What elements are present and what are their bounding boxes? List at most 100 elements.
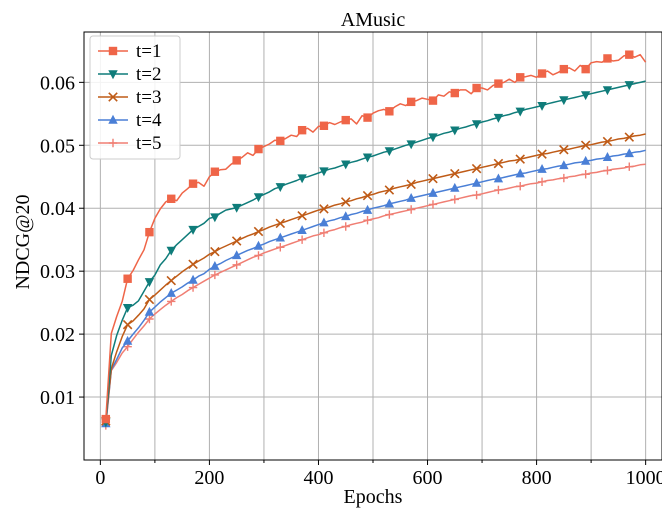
data-point: [581, 64, 590, 74]
data-point: [537, 101, 547, 111]
data-point: [341, 211, 351, 221]
x-tick-label: 200: [194, 467, 224, 489]
data-point: [450, 168, 460, 179]
data-point: [340, 197, 351, 207]
data-point: [537, 177, 547, 186]
data-point: [580, 155, 591, 165]
data-point: [188, 283, 198, 292]
data-point: [297, 211, 307, 221]
data-point: [515, 154, 525, 164]
data-point: [450, 195, 459, 204]
data-point: [406, 179, 416, 190]
data-point: [580, 140, 591, 151]
data-point: [625, 50, 634, 59]
data-point: [210, 270, 220, 280]
data-point: [297, 125, 307, 135]
data-point: [231, 203, 242, 213]
data-point: [362, 190, 373, 201]
data-point: [406, 97, 416, 107]
legend-label: t=4: [136, 110, 162, 131]
data-point: [144, 278, 155, 288]
data-point: [123, 274, 132, 283]
legend-marker: [108, 138, 118, 148]
data-point: [319, 217, 329, 227]
grid-lines: [84, 32, 662, 460]
data-point: [406, 205, 416, 214]
data-point: [428, 173, 438, 184]
legend-label: t=5: [136, 133, 162, 154]
data-point: [122, 335, 133, 345]
data-point: [188, 274, 198, 284]
x-tick-label: 400: [303, 467, 333, 489]
data-point: [494, 79, 503, 88]
axis-ticks: 0 200 400 600 800 1000 0.01 0.02 0.03 0.04 0.05 0.0…: [40, 72, 662, 489]
data-point: [231, 250, 242, 260]
data-point: [363, 113, 372, 122]
data-point: [428, 133, 438, 143]
data-point: [231, 236, 242, 246]
data-point: [624, 132, 635, 142]
legend-marker: [108, 70, 118, 80]
data-point: [406, 140, 416, 150]
data-point: [471, 120, 482, 130]
data-point: [254, 251, 263, 260]
data-point: [363, 215, 372, 225]
data-point: [166, 288, 176, 297]
data-point: [602, 86, 613, 96]
data-point: [385, 107, 394, 116]
data-point: [145, 227, 154, 237]
data-point: [232, 156, 241, 165]
x-tick-label: 1000: [626, 467, 662, 489]
series-layer: [101, 50, 647, 430]
y-axis-label: NDCG@20: [12, 194, 34, 289]
data-point: [319, 121, 329, 130]
legend-label: t=2: [136, 64, 162, 85]
x-tick-label: 800: [522, 467, 552, 489]
data-point: [515, 168, 525, 178]
series-line: [105, 149, 646, 424]
legend-marker: [108, 92, 118, 102]
data-point: [362, 204, 373, 214]
y-tick-label: 0.04: [40, 198, 75, 220]
data-point: [472, 83, 481, 93]
data-point: [516, 73, 525, 82]
legend-marker: [108, 114, 118, 124]
legend-entry: t=2: [98, 64, 162, 85]
y-tick-label: 0.01: [40, 387, 75, 409]
data-point: [297, 174, 307, 184]
series-t=1: [101, 50, 647, 424]
data-point: [450, 88, 459, 98]
data-point: [319, 204, 329, 214]
data-point: [450, 182, 460, 192]
data-point: [428, 187, 438, 197]
data-point: [188, 225, 198, 235]
data-point: [253, 193, 264, 203]
data-point: [166, 275, 177, 286]
data-point: [210, 167, 220, 176]
y-tick-label: 0.05: [40, 135, 75, 157]
series-line: [105, 133, 646, 422]
data-point: [384, 198, 395, 208]
legend-entry: t=4: [98, 110, 162, 131]
data-point: [362, 153, 373, 163]
legend-label: t=3: [136, 87, 162, 108]
legend-marker: [108, 46, 118, 56]
data-point: [254, 144, 263, 154]
data-point: [450, 126, 460, 136]
data-point: [275, 218, 286, 229]
x-tick-label: 600: [413, 467, 443, 489]
legend-box: [89, 35, 181, 160]
data-point: [602, 136, 613, 147]
x-tick-label: 0: [95, 467, 105, 489]
data-point: [167, 194, 176, 203]
data-point: [428, 200, 438, 209]
data-point: [471, 177, 482, 187]
data-point: [341, 222, 350, 231]
series-t=3: [101, 132, 646, 426]
legend-entry: t=1: [98, 41, 162, 62]
data-point: [537, 69, 547, 78]
data-point: [253, 240, 264, 250]
data-point: [559, 96, 569, 106]
data-point: [493, 113, 504, 123]
data-point: [341, 115, 350, 125]
